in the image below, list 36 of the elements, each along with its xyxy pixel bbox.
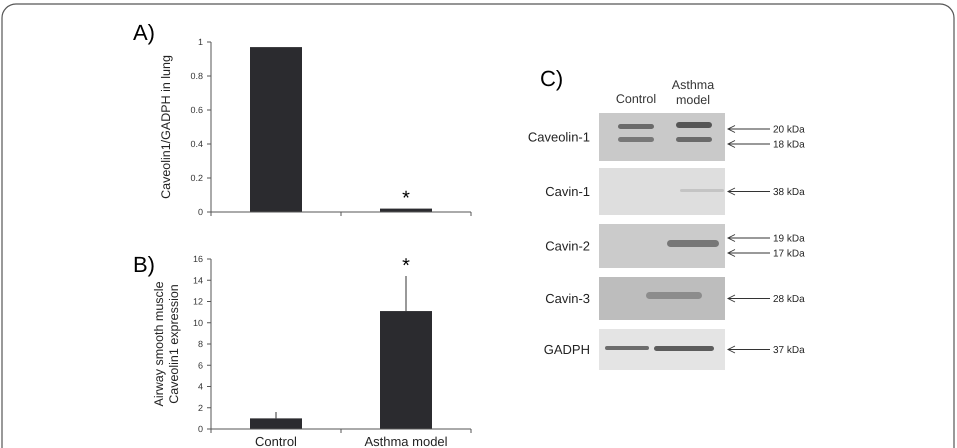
- y-tick-label: 0: [198, 207, 203, 218]
- y-tick-label: 14: [192, 275, 203, 286]
- text: 20 kDa: [773, 124, 806, 136]
- chart-title: A): [133, 20, 155, 45]
- y-axis-title: Caveolin1/GADPH in lung: [159, 55, 173, 199]
- y-tick-label: 2: [198, 402, 203, 413]
- text: 17 kDa: [773, 248, 806, 260]
- annotation: *: [402, 255, 410, 277]
- y-tick-label: 8: [198, 339, 203, 350]
- y-tick-label: 0.4: [190, 139, 203, 150]
- text: 28 kDa: [773, 294, 806, 305]
- text: 38 kDa: [773, 187, 806, 198]
- y-tick-label: 16: [192, 254, 203, 264]
- category-label: Cavin-2: [545, 238, 590, 254]
- category-label: Caveolin-1: [528, 130, 590, 145]
- text: C): [540, 66, 564, 91]
- text: 18 kDa: [773, 140, 806, 150]
- y-tick-label: 6: [198, 360, 203, 370]
- category-label: Control: [616, 92, 656, 106]
- text: 19 kDa: [773, 234, 806, 244]
- y-tick-label: 4: [198, 382, 203, 392]
- y-tick-label: 1: [198, 37, 203, 48]
- y-axis-title: Airway smooth muscle Caveolin1 expression: [152, 281, 181, 407]
- category-label: Cavin-1: [545, 184, 590, 200]
- y-tick-label: 10: [192, 318, 203, 328]
- y-tick-label: 0: [198, 424, 203, 434]
- y-tick-label: 0.8: [190, 71, 203, 82]
- y-tick-label: 0.2: [190, 173, 203, 184]
- category-label: Cavin-3: [545, 291, 590, 306]
- chart-title: B): [133, 252, 155, 277]
- category-label: Asthma model: [672, 78, 714, 107]
- y-tick-label: 12: [192, 296, 203, 307]
- text: 37 kDa: [773, 345, 806, 356]
- annotation: *: [402, 188, 410, 210]
- y-tick-label: 0.6: [190, 105, 203, 116]
- category-label: GADPH: [544, 342, 590, 358]
